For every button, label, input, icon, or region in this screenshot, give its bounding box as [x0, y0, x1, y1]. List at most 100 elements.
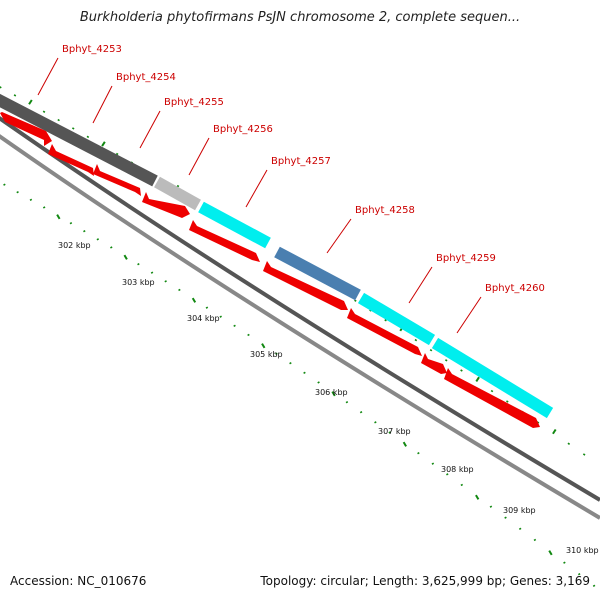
outer-major-tick: [101, 141, 106, 147]
inner-minor-tick: [178, 288, 181, 292]
cds-arrow-7: [347, 308, 422, 356]
gene-label-leader-line: [139, 110, 161, 149]
feature-band-upper: [0, 93, 554, 419]
gene-label-leader-line: [37, 57, 59, 96]
kbp-tick-label: 309 kbp: [503, 506, 536, 515]
inner-minor-tick: [29, 198, 33, 201]
inner-minor-tick: [83, 229, 86, 233]
inner-minor-tick: [592, 584, 596, 587]
inner-minor-tick: [504, 516, 507, 519]
cds-arrow-9: [444, 368, 540, 428]
kbp-tick-label: 306 kbp: [315, 388, 348, 397]
inner-minor-tick: [275, 352, 278, 355]
inner-major-tick: [402, 441, 407, 447]
inner-minor-tick: [3, 183, 6, 186]
feature-cyan-4260: [431, 337, 554, 419]
backbone-curve-inner: [0, 134, 600, 520]
gene-label[interactable]: Bphyt_4258: [355, 205, 415, 216]
inner-minor-tick: [489, 505, 493, 508]
inner-minor-tick: [247, 333, 250, 337]
inner-minor-tick: [110, 246, 113, 249]
inner-minor-tick: [446, 473, 449, 476]
inner-minor-tick: [150, 271, 154, 274]
feature-cyan-4257: [198, 201, 271, 249]
outer-minor-tick: [567, 442, 571, 445]
outer-minor-tick: [444, 359, 448, 362]
inner-minor-tick: [577, 572, 581, 576]
outer-minor-tick: [71, 127, 75, 130]
outer-minor-tick: [13, 94, 17, 97]
outer-minor-tick: [429, 348, 433, 352]
inner-minor-tick: [16, 190, 19, 194]
gene-label-leader-line: [92, 85, 113, 124]
outer-minor-tick: [354, 299, 357, 302]
gene-label[interactable]: Bphyt_4260: [485, 283, 545, 294]
inner-minor-tick: [518, 527, 522, 530]
kbp-tick-label: 304 kbp: [187, 314, 220, 323]
feature-light-gray: [154, 176, 201, 211]
inner-minor-tick: [289, 361, 292, 365]
gene-label-leader-line: [326, 218, 352, 254]
inner-minor-tick: [96, 238, 100, 241]
inner-minor-tick: [303, 371, 306, 374]
feature-cyan-4259: [357, 292, 436, 346]
outer-minor-tick: [115, 152, 119, 156]
outer-minor-tick: [460, 369, 463, 372]
inner-major-tick: [191, 297, 197, 303]
gene-label[interactable]: Bphyt_4253: [62, 44, 122, 55]
inner-minor-tick: [533, 538, 537, 542]
backbone-curve-outer: [0, 116, 600, 502]
inner-minor-tick: [219, 315, 222, 318]
gene-label[interactable]: Bphyt_4254: [116, 72, 176, 83]
feature-blue-4258: [274, 246, 361, 301]
kbp-tick-label: 307 kbp: [378, 427, 411, 436]
inner-major-tick: [261, 343, 266, 349]
cds-arrow-6: [263, 261, 348, 310]
gene-label[interactable]: Bphyt_4257: [271, 156, 331, 167]
cds-arrow-2: [48, 144, 94, 176]
outer-minor-tick: [414, 338, 418, 342]
cds-arrow-4: [142, 192, 190, 218]
topology-summary-text: Topology: circular; Length: 3,625,999 bp…: [260, 574, 590, 588]
kbp-tick-label: 308 kbp: [441, 465, 474, 474]
gene-label[interactable]: Bphyt_4259: [436, 253, 496, 264]
chromosome-backbone: [0, 116, 600, 520]
inner-minor-tick: [205, 306, 209, 309]
outer-minor-tick: [506, 400, 509, 403]
inner-minor-tick: [388, 431, 391, 434]
inner-minor-tick: [137, 262, 140, 266]
map-title: Burkholderia phytofirmans PsJN chromosom…: [79, 10, 521, 25]
gene-label-layer: Bphyt_4253 Bphyt_4254 Bphyt_4255 Bphyt_4256…: [37, 44, 545, 334]
gene-label-leader-line: [245, 169, 268, 208]
inner-minor-tick: [345, 400, 349, 404]
inner-minor-tick: [233, 324, 236, 327]
inner-major-tick: [548, 550, 553, 556]
outer-major-tick: [475, 376, 480, 382]
accession-text: Accession: NC_010676: [10, 574, 147, 588]
inner-minor-tick: [563, 561, 566, 564]
kbp-tick-label: 303 kbp: [122, 278, 155, 287]
gene-label-leader-line: [456, 296, 482, 334]
inner-minor-tick: [460, 483, 464, 487]
cds-arrow-8: [421, 353, 447, 374]
cds-arrow-5: [189, 220, 260, 262]
feature-dark-gray: [0, 93, 158, 187]
cds-arrows: [0, 112, 540, 428]
inner-minor-tick: [164, 280, 167, 283]
outer-minor-tick: [0, 86, 2, 89]
inner-major-tick: [123, 254, 128, 260]
inner-minor-tick: [359, 410, 363, 414]
gene-label-leader-line: [408, 266, 433, 304]
outer-minor-tick: [490, 389, 494, 393]
kbp-tick-label: 302 kbp: [58, 241, 91, 250]
inner-minor-tick: [317, 381, 320, 384]
gene-label[interactable]: Bphyt_4256: [213, 124, 273, 135]
inner-minor-tick: [42, 206, 46, 209]
kbp-tick-label: 310 kbp: [566, 546, 599, 555]
outer-major-tick: [552, 428, 557, 435]
outer-minor-tick: [42, 110, 46, 114]
gene-label[interactable]: Bphyt_4255: [164, 97, 224, 108]
inner-minor-tick: [417, 451, 420, 455]
inner-major-tick: [475, 494, 480, 500]
